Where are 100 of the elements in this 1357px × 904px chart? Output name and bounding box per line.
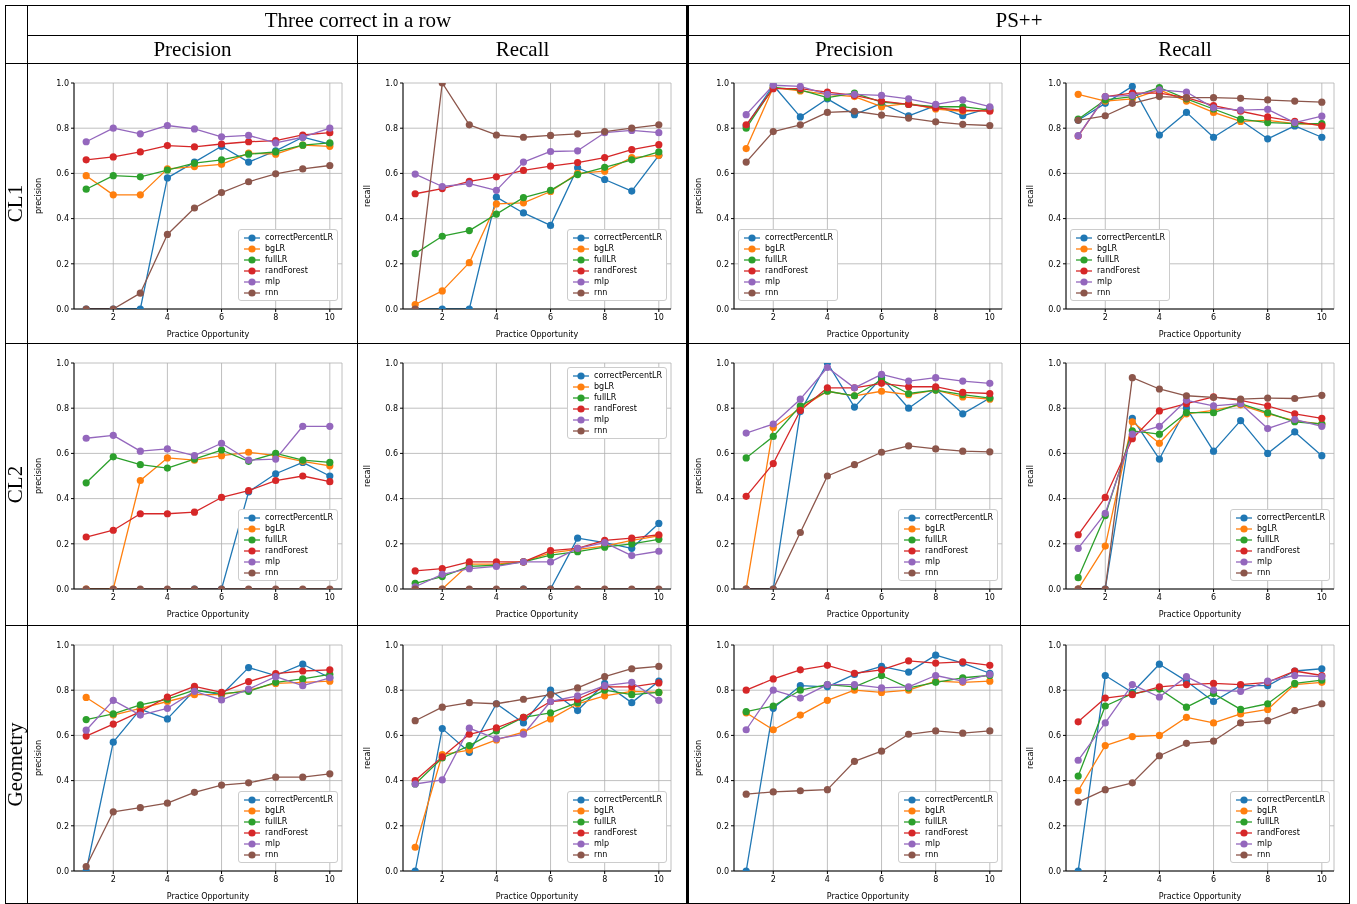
y-tick-label: 0.0 [56, 866, 69, 876]
x-tick-label: 4 [493, 874, 499, 884]
y-tick-label: 0.4 [1048, 494, 1061, 504]
x-tick-label: 8 [602, 874, 608, 884]
y-tick-label: 0.2 [716, 821, 729, 831]
y-tick-label: 0.2 [1048, 259, 1061, 269]
legend-label: correctPercentLR [925, 794, 994, 805]
x-tick-label: 10 [1316, 312, 1327, 322]
legend-label: randForest [265, 545, 308, 556]
x-tick-label: 10 [653, 592, 664, 602]
legend-label: bgLR [1097, 243, 1118, 254]
x-axis-title: Practice Opportunity [1158, 610, 1242, 619]
legend-label: rnn [594, 425, 608, 436]
legend-label: correctPercentLR [265, 794, 334, 805]
legend-label: randForest [925, 545, 968, 556]
y-tick-label: 0.6 [1048, 731, 1061, 741]
legend-label: rnn [1097, 287, 1111, 298]
legend-label: randForest [1097, 265, 1140, 276]
legend-label: randForest [594, 403, 637, 414]
y-tick-label: 0.0 [385, 304, 398, 314]
y-tick-label: 1.0 [1048, 640, 1061, 650]
y-tick-label: 0.4 [716, 494, 729, 504]
x-tick-label: 6 [878, 312, 885, 322]
x-tick-label: 8 [273, 592, 279, 602]
y-tick-label: 1.0 [56, 78, 69, 88]
y-tick-label: 0.8 [716, 404, 729, 414]
text: Geometry [3, 722, 29, 807]
x-tick-label: 4 [493, 312, 499, 322]
y-tick-label: 1.0 [716, 78, 729, 88]
x-axis-title: Practice Opportunity [166, 892, 250, 901]
y-tick-label: 0.0 [385, 866, 398, 876]
y-tick-label: 0.6 [385, 449, 398, 459]
legend-label: correctPercentLR [765, 232, 834, 243]
y-tick-label: 0.6 [716, 169, 729, 179]
y-tick-label: 1.0 [716, 358, 729, 368]
x-tick-label: 8 [1265, 592, 1271, 602]
x-tick-label: 6 [878, 592, 885, 602]
y-tick-label: 0.6 [385, 731, 398, 741]
x-tick-label: 4 [164, 312, 170, 322]
y-tick-label: 0.2 [716, 539, 729, 549]
y-tick-label: 0.8 [1048, 404, 1061, 414]
y-axis-title: precision [693, 739, 703, 777]
text: Recall [495, 36, 550, 62]
x-tick-label: 4 [824, 592, 830, 602]
legend-label: correctPercentLR [594, 794, 663, 805]
x-tick-label: 4 [824, 312, 830, 322]
y-tick-label: 1.0 [385, 358, 398, 368]
x-tick-label: 4 [493, 592, 499, 602]
legend-label: fullLR [594, 254, 617, 265]
y-tick-label: 0.0 [1048, 866, 1061, 876]
x-tick-label: 4 [1156, 874, 1162, 884]
y-tick-label: 1.0 [385, 640, 398, 650]
y-tick-label: 0.4 [56, 214, 69, 224]
y-tick-label: 0.0 [385, 584, 398, 594]
y-axis-title: precision [33, 739, 43, 777]
x-tick-label: 6 [878, 874, 885, 884]
x-tick-label: 10 [324, 874, 335, 884]
y-tick-label: 0.6 [716, 449, 729, 459]
x-tick-label: 8 [933, 312, 939, 322]
y-tick-label: 0.2 [385, 259, 398, 269]
y-tick-label: 0.0 [56, 584, 69, 594]
y-axis-title: recall [1025, 185, 1035, 207]
legend-label: fullLR [1097, 254, 1120, 265]
x-tick-label: 2 [1102, 874, 1108, 884]
y-tick-label: 0.8 [1048, 686, 1061, 696]
text: Precision [814, 36, 894, 62]
x-tick-label: 8 [273, 312, 279, 322]
legend-label: rnn [1257, 849, 1271, 860]
x-tick-label: 10 [1316, 874, 1327, 884]
y-tick-label: 0.6 [1048, 169, 1061, 179]
legend-label: randForest [594, 265, 637, 276]
y-axis-title: precision [693, 177, 703, 215]
x-tick-label: 10 [984, 592, 995, 602]
legend-label: bgLR [925, 523, 946, 534]
legend-label: mlp [765, 276, 781, 287]
x-tick-label: 4 [164, 592, 170, 602]
y-tick-label: 1.0 [56, 640, 69, 650]
x-tick-label: 6 [547, 874, 554, 884]
legend-label: mlp [265, 556, 281, 567]
x-tick-label: 8 [933, 592, 939, 602]
x-tick-label: 10 [1316, 592, 1327, 602]
y-tick-label: 0.0 [1048, 584, 1061, 594]
legend-label: rnn [925, 849, 939, 860]
legend-label: randForest [1257, 545, 1300, 556]
x-tick-label: 8 [1265, 312, 1271, 322]
y-tick-label: 0.4 [56, 494, 69, 504]
y-axis-title: recall [1025, 465, 1035, 487]
text: Three correct in a row [264, 7, 452, 33]
legend-label: mlp [594, 276, 610, 287]
x-tick-label: 6 [1210, 312, 1217, 322]
legend-label: correctPercentLR [1257, 512, 1326, 523]
legend-label: mlp [925, 838, 941, 849]
legend-label: fullLR [265, 254, 288, 265]
y-tick-label: 0.6 [385, 169, 398, 179]
x-tick-label: 10 [324, 592, 335, 602]
legend-label: rnn [265, 287, 279, 298]
legend-label: correctPercentLR [265, 232, 334, 243]
x-axis-title: Practice Opportunity [826, 330, 910, 339]
x-tick-label: 6 [547, 312, 554, 322]
y-axis-title: precision [33, 177, 43, 215]
